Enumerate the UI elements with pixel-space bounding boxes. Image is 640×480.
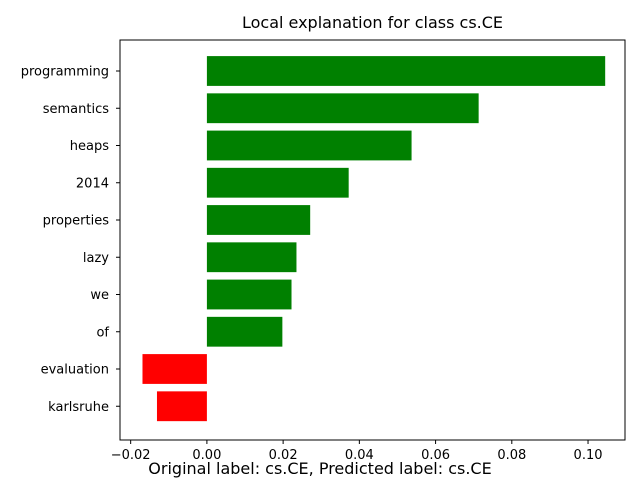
y-tick-label: lazy <box>83 251 109 266</box>
bar-of <box>206 316 283 347</box>
y-tick-label: properties <box>43 214 110 229</box>
bar-we <box>206 279 292 310</box>
x-tick-label: 0.00 <box>192 448 221 463</box>
x-tick-label: −0.02 <box>111 448 151 463</box>
chart-caption: Original label: cs.CE, Predicted label: … <box>148 459 492 478</box>
bar-properties <box>206 205 311 235</box>
y-tick-label: of <box>96 325 109 340</box>
x-tick-label: 0.10 <box>574 448 603 463</box>
y-tick-label: karlsruhe <box>48 400 109 415</box>
x-tick-label: 0.02 <box>269 448 298 463</box>
bar-heaps <box>206 130 412 161</box>
y-tick-label: semantics <box>43 102 109 117</box>
plot-frame <box>119 39 626 441</box>
x-tick-label: 0.06 <box>421 448 450 463</box>
y-tick-label: heaps <box>70 139 109 154</box>
x-axis-ticks: −0.02 0.00 0.02 0.04 0.06 0.08 0.10 <box>111 440 603 463</box>
y-tick-label: programming <box>21 65 109 80</box>
y-tick-label: evaluation <box>41 363 109 378</box>
bar-karlsruhe <box>156 391 207 422</box>
bar-evaluation <box>142 354 207 384</box>
bars-group <box>142 56 606 422</box>
chart-title: Local explanation for class cs.CE <box>241 13 504 32</box>
y-tick-label: we <box>90 288 109 303</box>
y-axis-ticks: programming semantics heaps 2014 properties l… <box>21 65 120 415</box>
bar-2014 <box>206 167 349 198</box>
x-tick-label: 0.04 <box>345 448 374 463</box>
y-tick-label: 2014 <box>76 176 109 191</box>
bar-lazy <box>206 242 297 273</box>
bar-semantics <box>206 93 479 124</box>
x-tick-label: 0.08 <box>497 448 526 463</box>
bar-programming <box>206 56 606 86</box>
